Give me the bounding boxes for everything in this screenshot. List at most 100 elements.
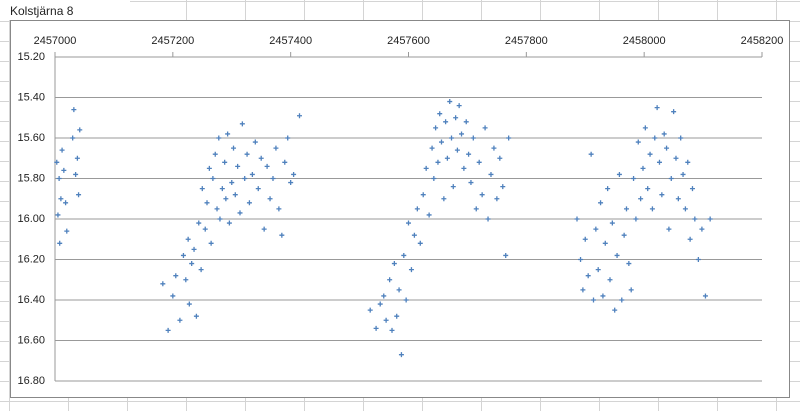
data-point xyxy=(642,125,648,131)
data-point xyxy=(429,145,435,151)
data-point xyxy=(649,206,655,212)
data-point xyxy=(574,216,580,222)
data-point xyxy=(626,261,632,267)
data-point xyxy=(500,184,506,190)
data-point xyxy=(193,313,199,319)
data-point xyxy=(678,135,684,141)
data-point xyxy=(645,186,651,192)
data-point xyxy=(237,210,243,216)
data-point xyxy=(398,352,404,358)
data-point xyxy=(640,165,646,171)
data-point xyxy=(438,139,444,145)
data-point xyxy=(675,196,681,202)
data-point xyxy=(199,186,205,192)
data-point xyxy=(680,171,686,177)
x-tick-label: 2457800 xyxy=(505,35,548,47)
data-point xyxy=(503,252,509,258)
data-point xyxy=(473,206,479,212)
y-tick-label: 15.40 xyxy=(17,91,45,103)
data-point xyxy=(58,196,64,202)
data-point xyxy=(600,293,606,299)
data-point xyxy=(54,159,60,165)
data-point xyxy=(183,277,189,283)
data-point xyxy=(210,176,216,181)
data-point xyxy=(59,147,65,153)
x-tick-label: 2457000 xyxy=(34,35,77,47)
data-point xyxy=(373,325,379,331)
data-point xyxy=(242,176,248,181)
data-point xyxy=(396,287,402,293)
data-point xyxy=(605,186,611,192)
data-point xyxy=(231,145,237,151)
data-point xyxy=(449,135,455,141)
data-point xyxy=(668,176,674,181)
data-point xyxy=(261,226,267,232)
data-point xyxy=(55,212,61,218)
data-point xyxy=(506,135,512,141)
data-point xyxy=(647,151,653,157)
data-point xyxy=(367,307,373,313)
data-point xyxy=(671,109,677,115)
data-point xyxy=(394,313,400,319)
data-point xyxy=(695,257,701,262)
data-point xyxy=(423,165,429,171)
data-point xyxy=(585,273,591,279)
data-point xyxy=(411,232,417,238)
data-point xyxy=(664,145,670,151)
data-point xyxy=(225,131,231,137)
data-point xyxy=(482,125,488,131)
data-point xyxy=(273,145,279,151)
data-point xyxy=(443,119,449,125)
data-point xyxy=(623,206,629,212)
y-tick-label: 16.80 xyxy=(17,375,45,387)
data-point xyxy=(403,297,409,303)
data-point xyxy=(288,180,294,186)
data-point xyxy=(74,155,80,161)
data-point xyxy=(633,216,639,222)
data-point xyxy=(417,240,423,246)
data-point xyxy=(459,131,465,137)
data-point xyxy=(479,192,485,198)
data-point xyxy=(185,236,191,242)
data-point xyxy=(456,103,462,109)
data-point xyxy=(437,111,443,117)
data-point xyxy=(173,273,179,279)
data-point xyxy=(401,252,407,258)
data-point xyxy=(702,293,708,299)
data-point xyxy=(258,155,264,161)
data-point xyxy=(654,105,660,111)
data-point xyxy=(453,115,459,121)
data-point xyxy=(582,236,588,242)
data-point xyxy=(216,135,222,141)
data-point xyxy=(226,220,232,226)
data-point xyxy=(485,216,491,222)
data-point xyxy=(244,151,250,157)
data-point xyxy=(614,252,620,258)
data-point xyxy=(377,301,383,307)
data-point xyxy=(491,145,497,151)
data-point xyxy=(661,131,667,137)
data-point xyxy=(177,317,183,323)
data-point xyxy=(239,121,245,127)
data-point xyxy=(616,171,622,177)
data-point xyxy=(270,176,276,181)
data-point xyxy=(447,99,453,105)
title-cell xyxy=(0,0,130,20)
data-point xyxy=(619,297,625,303)
data-point xyxy=(609,220,615,226)
data-point xyxy=(61,167,67,173)
data-point xyxy=(652,135,658,141)
x-tick-label: 2457400 xyxy=(269,35,312,47)
data-point xyxy=(63,200,69,206)
data-point xyxy=(593,226,599,232)
data-point xyxy=(408,267,414,273)
data-point xyxy=(431,176,437,181)
data-point xyxy=(264,163,270,169)
data-point xyxy=(450,184,456,190)
data-point xyxy=(461,165,467,171)
data-point xyxy=(198,267,204,273)
data-point xyxy=(189,261,195,267)
data-point xyxy=(580,287,586,293)
